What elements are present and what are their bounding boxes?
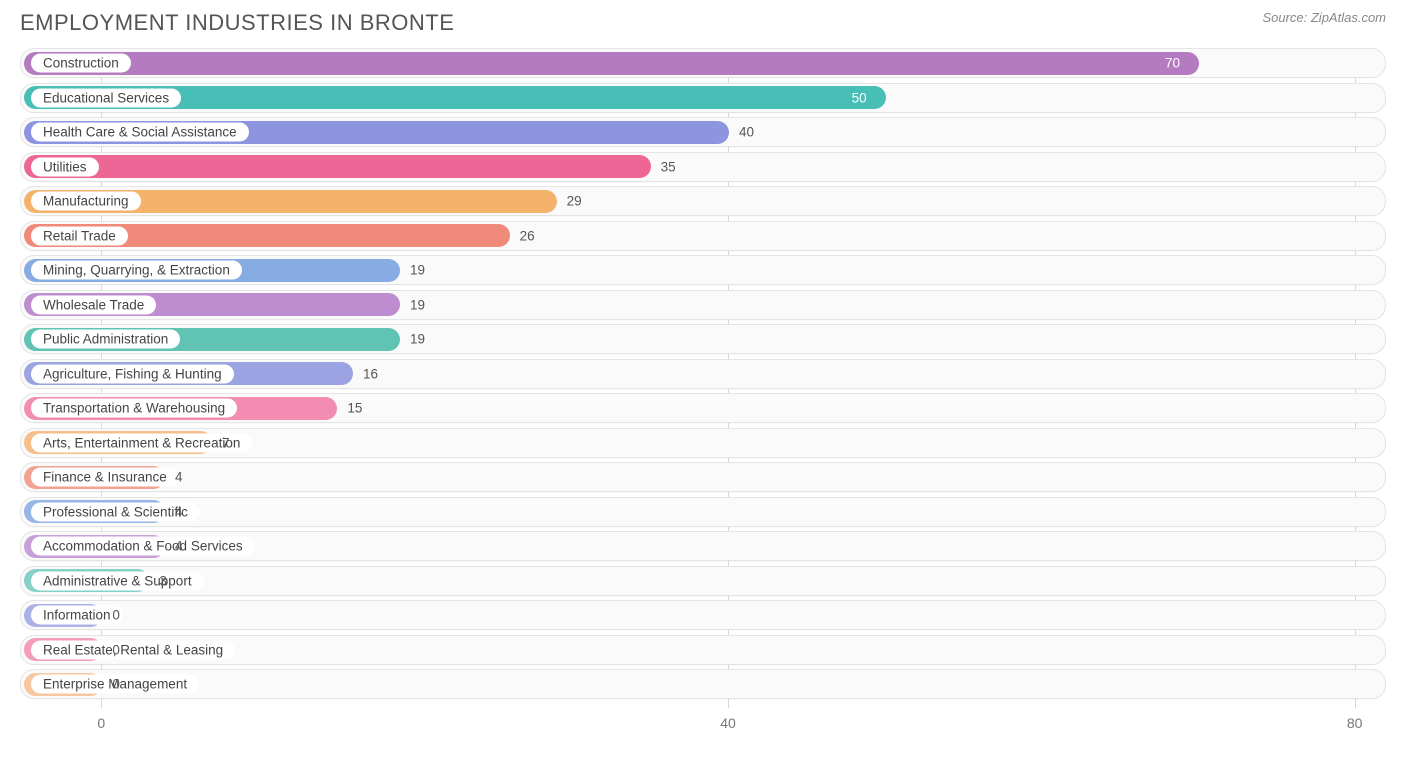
bar-label: Finance & Insurance (31, 468, 179, 487)
bar-value: 4 (175, 504, 183, 519)
x-tick-label: 40 (720, 715, 736, 731)
bar-row: Accommodation & Food Services4 (20, 531, 1386, 561)
bar-label: Arts, Entertainment & Recreation (31, 433, 252, 452)
bar-row: Information0 (20, 600, 1386, 630)
bar-row: Arts, Entertainment & Recreation7 (20, 428, 1386, 458)
bar-row: Educational Services 50 (20, 83, 1386, 113)
bar-row: Real Estate, Rental & Leasing0 (20, 635, 1386, 665)
chart-container: EMPLOYMENT INDUSTRIES IN BRONTE Source: … (0, 0, 1406, 776)
bar-label: Manufacturing (31, 192, 141, 211)
bar-value: 0 (112, 677, 120, 692)
bar-label: Information (31, 606, 123, 625)
bar-label: Wholesale Trade (31, 295, 156, 314)
bar-row: Professional & Scientific4 (20, 497, 1386, 527)
bar-label: Public Administration (31, 330, 180, 349)
bar-label: Retail Trade (31, 226, 128, 245)
bar-row: Wholesale Trade 19 (20, 290, 1386, 320)
bar-value: 19 (410, 263, 425, 278)
bar-label: Accommodation & Food Services (31, 537, 255, 556)
bar-value: 29 (567, 194, 582, 209)
bar-label: Transportation & Warehousing (31, 399, 237, 418)
bar-value: 3 (159, 573, 167, 588)
bar-row: Transportation & Warehousing 15 (20, 393, 1386, 423)
bar-row: Administrative & Support3 (20, 566, 1386, 596)
x-tick-label: 0 (97, 715, 105, 731)
bar-value: 19 (410, 332, 425, 347)
bar-row: Finance & Insurance4 (20, 462, 1386, 492)
bar-value: 0 (112, 642, 120, 657)
bar-value: 16 (363, 366, 378, 381)
bar-value: 4 (175, 539, 183, 554)
chart-header: EMPLOYMENT INDUSTRIES IN BRONTE Source: … (20, 10, 1386, 36)
bar-row: Enterprise Management0 (20, 669, 1386, 699)
bar-value: 50 (852, 90, 867, 105)
bar-label: Construction (31, 54, 131, 73)
bar-label: Administrative & Support (31, 571, 204, 590)
bar-label: Educational Services (31, 88, 181, 107)
bar-label: Real Estate, Rental & Leasing (31, 640, 235, 659)
bar-row: Manufacturing 29 (20, 186, 1386, 216)
bar-label: Mining, Quarrying, & Extraction (31, 261, 242, 280)
bar-row: Agriculture, Fishing & Hunting 16 (20, 359, 1386, 389)
bar-row: Public Administration 19 (20, 324, 1386, 354)
chart-title: EMPLOYMENT INDUSTRIES IN BRONTE (20, 10, 454, 36)
bar-row: Health Care & Social Assistance 40 (20, 117, 1386, 147)
bar-fill (24, 155, 651, 178)
bar-value: 40 (739, 125, 754, 140)
x-tick-label: 80 (1347, 715, 1363, 731)
bar-value: 35 (661, 159, 676, 174)
bar-value: 7 (222, 435, 230, 450)
bar-label: Utilities (31, 157, 99, 176)
bar-value: 70 (1165, 56, 1180, 71)
bar-value: 26 (520, 228, 535, 243)
x-axis: 0 40 80 (20, 713, 1386, 738)
bar-value: 19 (410, 297, 425, 312)
plot-area: Construction70Educational Services50Heal… (20, 48, 1386, 738)
bar-label: Agriculture, Fishing & Hunting (31, 364, 234, 383)
bar-row: Utilities 35 (20, 152, 1386, 182)
bar-row: Construction 70 (20, 48, 1386, 78)
bar-label: Health Care & Social Assistance (31, 123, 249, 142)
chart-source: Source: ZipAtlas.com (1262, 10, 1386, 25)
bar-value: 4 (175, 470, 183, 485)
bar-value: 0 (112, 608, 120, 623)
bar-value: 15 (347, 401, 362, 416)
bar-row: Retail Trade 26 (20, 221, 1386, 251)
bar-row: Mining, Quarrying, & Extraction 19 (20, 255, 1386, 285)
bar-fill (24, 52, 1199, 75)
